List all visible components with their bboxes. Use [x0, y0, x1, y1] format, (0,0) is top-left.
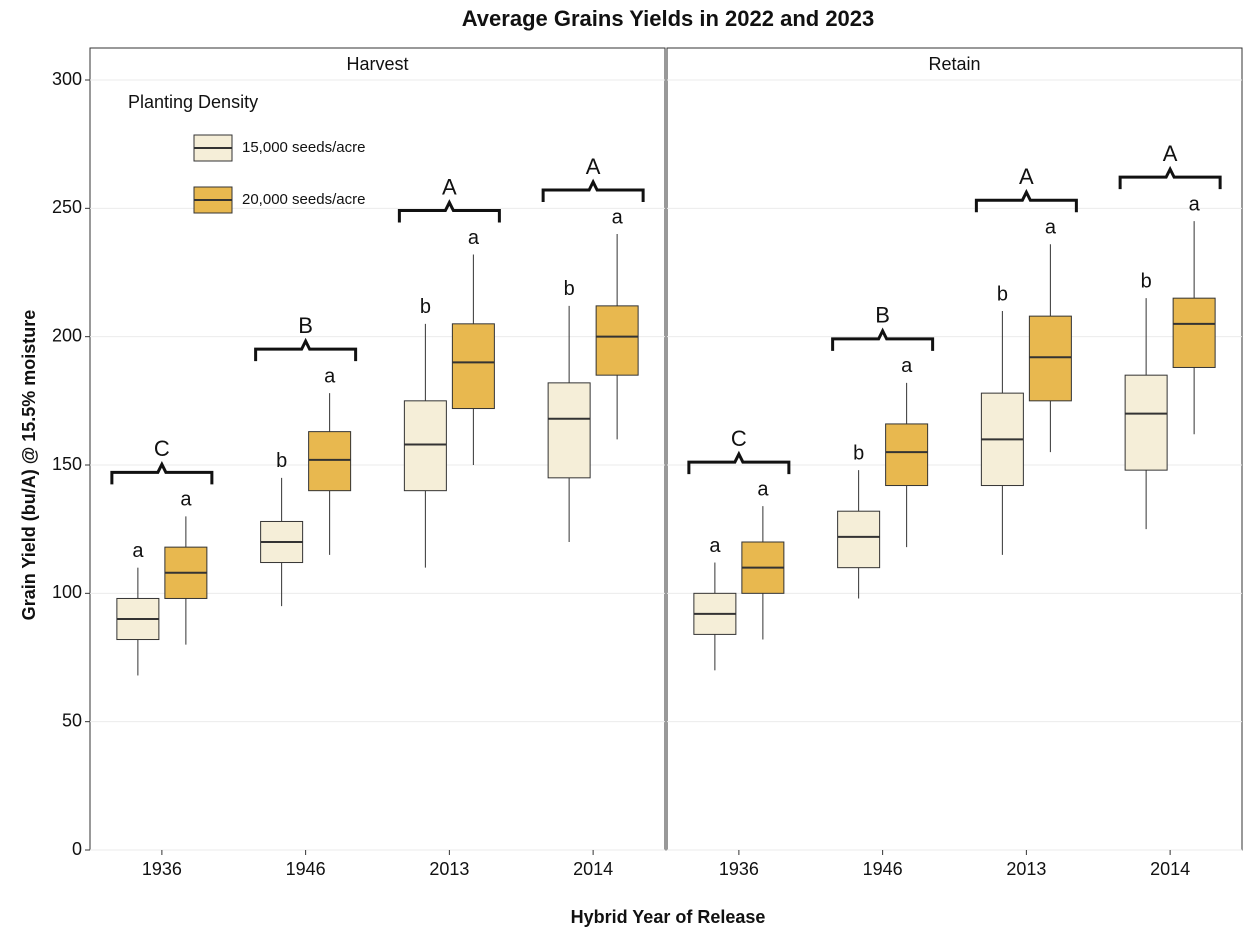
box-letter: a [180, 489, 192, 511]
y-tick-label: 300 [52, 69, 82, 89]
box-letter: a [709, 535, 721, 557]
x-tick-label: 1946 [863, 859, 903, 879]
bracket [541, 178, 645, 202]
x-tick-label: 1936 [142, 859, 182, 879]
box-letter: b [853, 442, 864, 464]
group-letter: B [298, 313, 313, 338]
box-letter: b [564, 278, 575, 300]
group-letter: B [875, 303, 890, 328]
legend-label: 20,000 seeds/acre [242, 191, 365, 208]
box-letter: a [612, 206, 624, 228]
box-letter: a [468, 227, 480, 249]
box-letter: b [997, 283, 1008, 305]
legend-title: Planting Density [128, 92, 258, 112]
bracket [397, 199, 501, 223]
x-tick-label: 1936 [719, 859, 759, 879]
box-letter: b [276, 450, 287, 472]
box-letter: b [1141, 270, 1152, 292]
facet-strip [666, 47, 1243, 81]
group-letter: A [586, 154, 601, 179]
box-letter: a [1189, 193, 1201, 215]
x-tick-label: 2014 [573, 859, 613, 879]
group-letter: A [1163, 141, 1178, 166]
facet-strip [89, 47, 666, 81]
box [885, 423, 929, 487]
bracket [974, 188, 1078, 213]
group-letter: C [154, 436, 170, 461]
box-letter: b [420, 296, 431, 318]
box [1172, 297, 1216, 368]
bracket [1118, 165, 1222, 190]
y-tick-label: 250 [52, 197, 82, 217]
x-tick-label: 2013 [429, 859, 469, 879]
group-letter: C [731, 426, 747, 451]
box [403, 400, 447, 492]
box-letter: a [1045, 217, 1057, 239]
y-tick-label: 100 [52, 582, 82, 602]
x-tick-label: 2014 [1150, 859, 1190, 879]
box [595, 305, 639, 376]
x-tick-label: 1946 [286, 859, 326, 879]
box-letter: a [324, 365, 336, 387]
y-tick-label: 150 [52, 454, 82, 474]
y-tick-label: 50 [62, 710, 82, 730]
bracket [687, 450, 791, 475]
facet-label: Retain [928, 54, 980, 74]
legend-label: 15,000 seeds/acre [242, 139, 365, 156]
x-axis-label: Hybrid Year of Release [571, 907, 766, 927]
y-tick-label: 0 [72, 839, 82, 859]
bracket [831, 327, 935, 351]
group-letter: A [442, 174, 457, 199]
bracket [254, 337, 358, 362]
chart-title: Average Grains Yields in 2022 and 2023 [462, 6, 875, 31]
box [1028, 315, 1072, 402]
box-letter: a [901, 355, 913, 377]
bracket [110, 460, 214, 485]
box-letter: a [132, 540, 144, 562]
group-letter: A [1019, 164, 1034, 189]
box [1124, 374, 1168, 471]
box-letter: a [757, 478, 769, 500]
box [451, 323, 495, 410]
x-tick-label: 2013 [1006, 859, 1046, 879]
box [547, 382, 591, 479]
box [308, 431, 352, 492]
y-tick-label: 200 [52, 325, 82, 345]
box [837, 510, 881, 569]
y-axis-label: Grain Yield (bu/A) @ 15.5% moisture [19, 310, 39, 621]
facet-label: Harvest [346, 54, 408, 74]
